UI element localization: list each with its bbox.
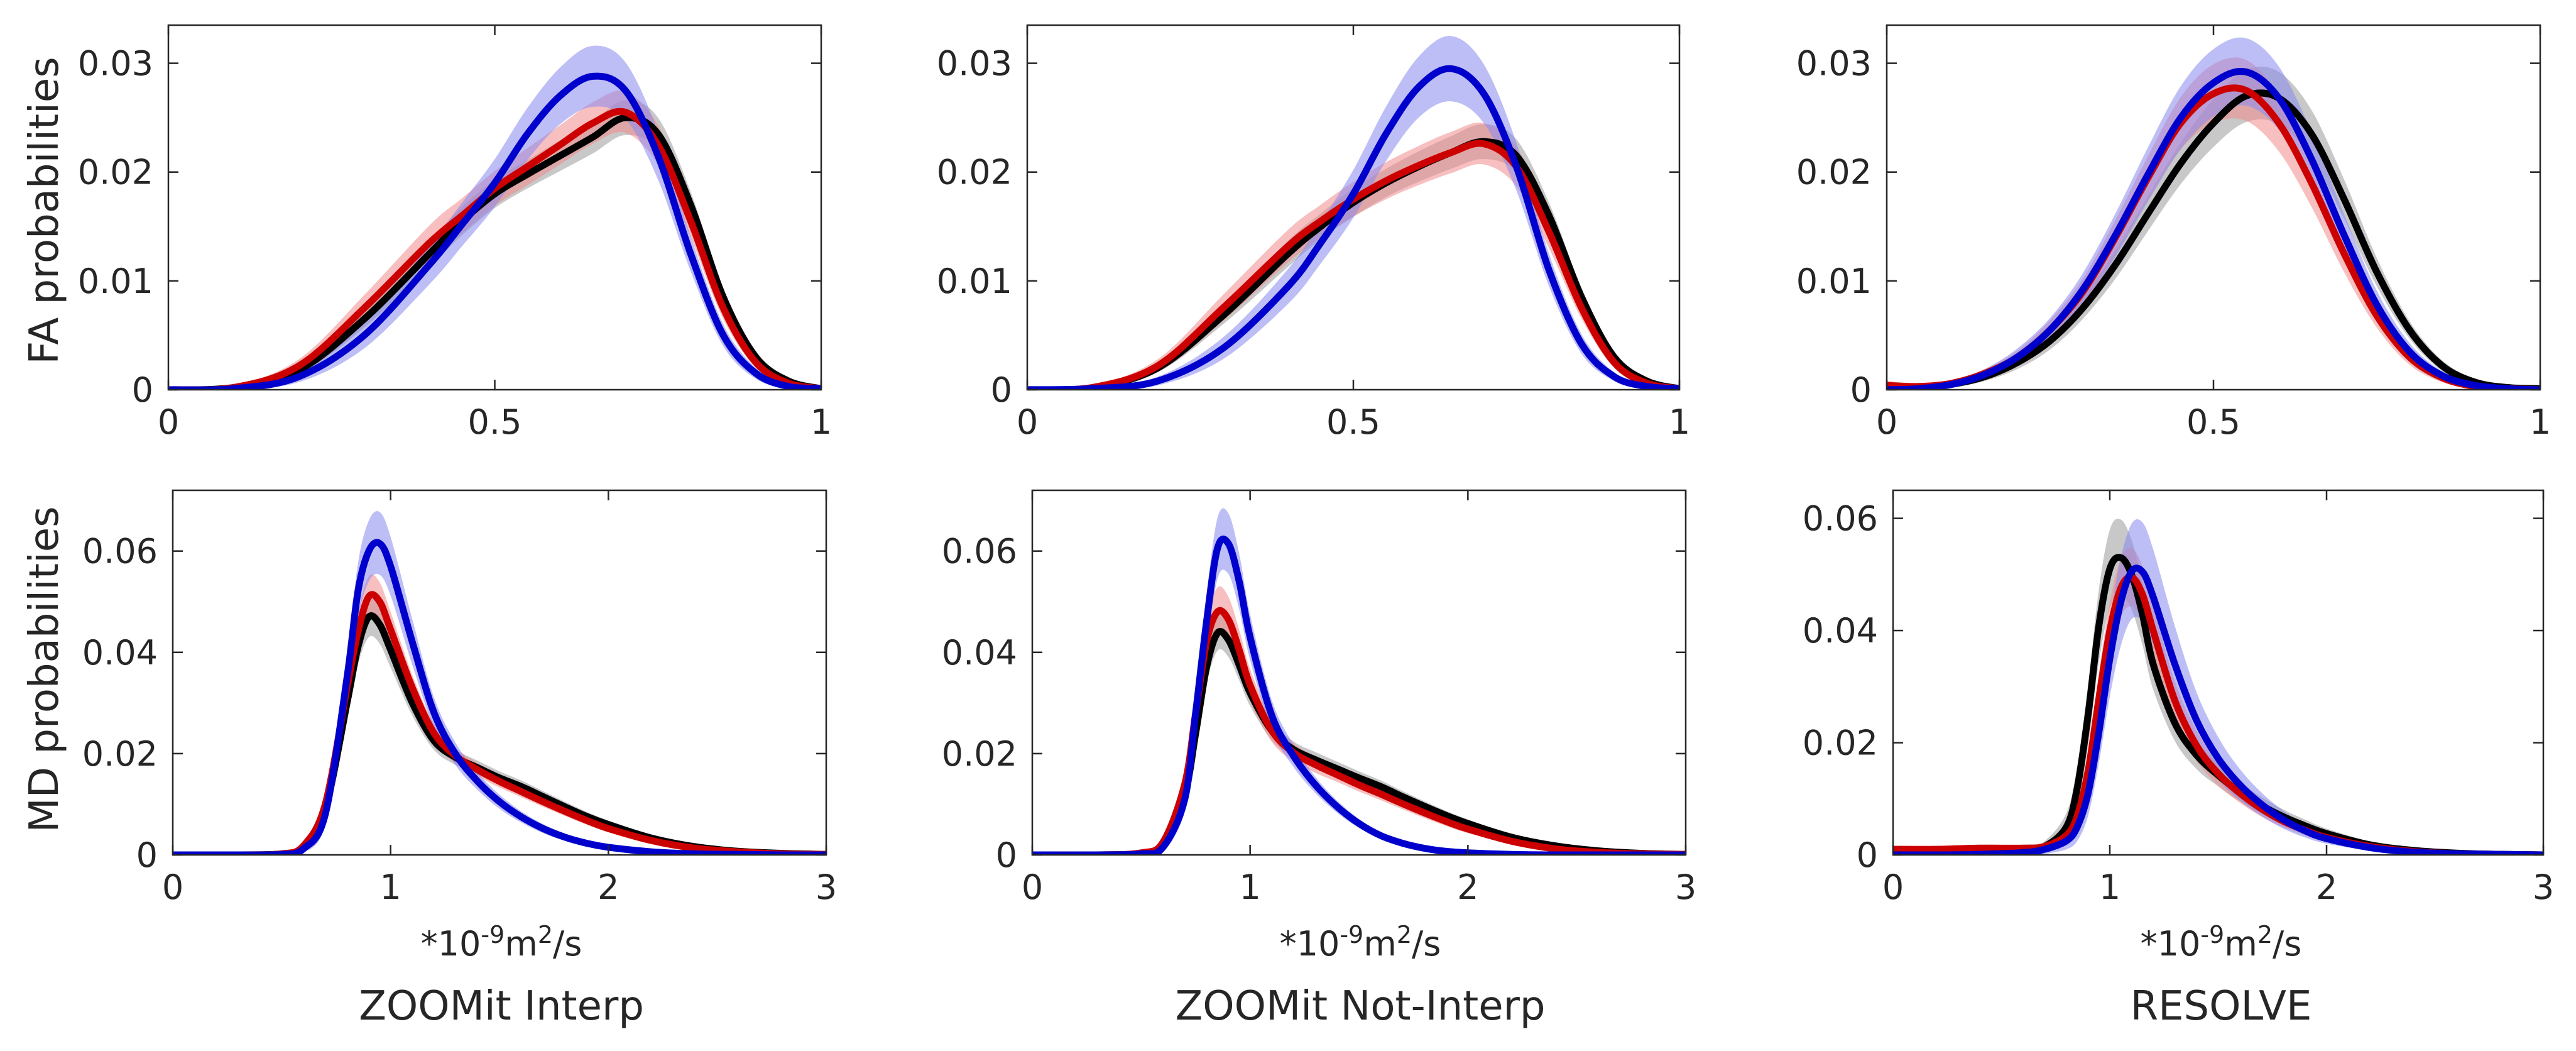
y-tick-label: 0 — [1857, 835, 1878, 875]
line-red — [1027, 140, 1679, 390]
plot-area — [168, 45, 821, 390]
x-tick-label: 0 — [1022, 867, 1043, 907]
panel-md-zoomit-interp: 0 1 2 3 0 0.02 0.04 0.06 — [82, 489, 837, 907]
axes-box — [172, 489, 827, 856]
x-tick-label: 1 — [1669, 402, 1690, 442]
x-tick-label: 2 — [598, 867, 619, 907]
y-tick-label: 0.02 — [1803, 724, 1878, 763]
plot-area — [1893, 519, 2543, 855]
x-tick-label: 0 — [1017, 402, 1038, 442]
x-tick-label: 1 — [2099, 867, 2120, 907]
x-tick-label: 1 — [810, 402, 832, 442]
panel-fa-resolve: 0 0.5 1 0 0.01 0.02 0.03 — [1796, 24, 2551, 442]
y-tick-label: 0.02 — [937, 153, 1012, 192]
y-tick-label: 0.06 — [82, 532, 158, 571]
x-tick-label: 1 — [1239, 867, 1260, 907]
x-tick-label: 3 — [816, 867, 837, 907]
y-tick-label: 0.04 — [1803, 611, 1878, 651]
x-tick-label: 0.5 — [468, 402, 522, 442]
x-tick-label: 1 — [379, 867, 401, 907]
y-tick-label: 0.03 — [78, 44, 153, 84]
line-red — [168, 107, 821, 390]
band-black — [1887, 67, 2540, 390]
y-tick-label: 0 — [996, 835, 1017, 875]
x-tick-label: 1 — [2530, 402, 2551, 442]
plot-area — [1027, 36, 1679, 390]
x-tick-label: 0.5 — [2186, 402, 2240, 442]
xunit-label-1: *10-9m2/s — [421, 921, 582, 964]
x-tick-label: 3 — [2533, 867, 2554, 907]
x-tick-label: 2 — [2316, 867, 2337, 907]
x-tick-label: 0.5 — [1326, 402, 1380, 442]
y-tick-label: 0.03 — [1796, 44, 1872, 84]
line-blue — [168, 72, 821, 390]
plot-area — [1887, 37, 2540, 390]
column-title-zoomit-not-interp: ZOOMit Not-Interp — [1175, 983, 1545, 1030]
column-title-resolve: RESOLVE — [2131, 983, 2312, 1030]
y-tick-label: 0.02 — [82, 734, 158, 774]
panel-md-zoomit-not-interp: 0 1 2 3 0 0.02 0.04 0.06 — [942, 489, 1696, 907]
x-tick-label: 3 — [1675, 867, 1696, 907]
x-tick-label: 0 — [1882, 867, 1904, 907]
y-tick-label: 0 — [1850, 370, 1872, 410]
y-tick-label: 0 — [132, 370, 153, 410]
y-tick-label: 0.06 — [942, 532, 1017, 571]
line-blue — [1027, 65, 1679, 390]
y-tick-label: 0.02 — [942, 734, 1017, 774]
x-tick-label: 0 — [1876, 402, 1897, 442]
line-blue — [1887, 68, 2540, 390]
panel-fa-zoomit-not-interp: 0 0.5 1 0 0.01 0.02 0.03 — [937, 24, 1690, 442]
y-tick-label: 0.02 — [1796, 153, 1872, 192]
y-tick-label: 0.02 — [78, 153, 153, 192]
line-black — [1887, 89, 2540, 390]
axes-box — [1031, 489, 1687, 856]
line-blue — [1893, 564, 2543, 855]
column-title-zoomit-interp: ZOOMit Interp — [359, 983, 644, 1030]
band-blue — [1027, 36, 1679, 390]
y-tick-label: 0.04 — [942, 633, 1017, 673]
axes-box — [1892, 489, 2545, 856]
y-tick-label: 0.01 — [937, 261, 1012, 301]
line-blue — [173, 539, 826, 855]
panel-fa-zoomit-interp: 0 0.5 1 0 0.01 0.02 0.03 — [78, 24, 832, 442]
panel-md-resolve: 0 1 2 3 0 0.02 0.04 0.06 — [1803, 489, 2554, 907]
x-tick-label: 0 — [162, 867, 183, 907]
x-tick-label: 0 — [158, 402, 179, 442]
y-tick-label: 0 — [991, 370, 1012, 410]
y-tick-label: 0 — [136, 835, 158, 875]
y-tick-label: 0.03 — [937, 44, 1012, 84]
xunit-label-2: *10-9m2/s — [1280, 921, 1441, 964]
ylabel-md: MD probabilities — [21, 507, 68, 833]
x-tick-label: 2 — [1457, 867, 1478, 907]
y-tick-label: 0.04 — [82, 633, 158, 673]
plot-area — [173, 511, 826, 855]
y-tick-label: 0.01 — [1796, 261, 1872, 301]
line-black — [168, 114, 821, 390]
ylabel-fa: FA probabilities — [21, 57, 68, 364]
y-tick-label: 0.01 — [78, 261, 153, 301]
y-tick-label: 0.06 — [1803, 499, 1878, 539]
xunit-label-3: *10-9m2/s — [2141, 921, 2302, 964]
